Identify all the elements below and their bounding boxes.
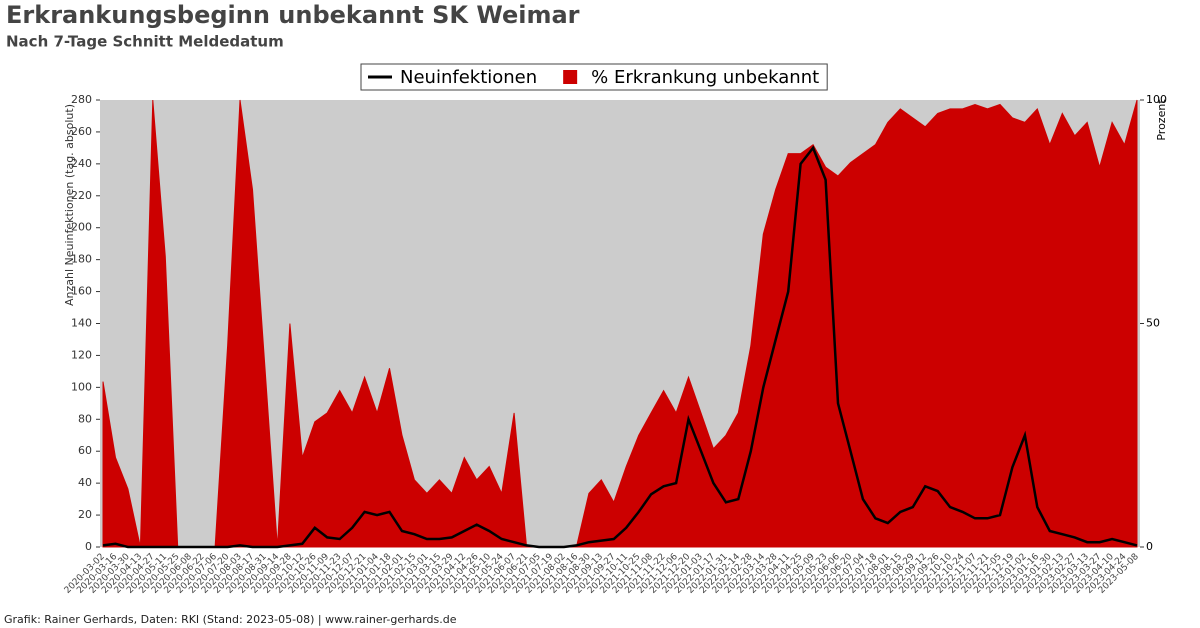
legend-box xyxy=(360,63,828,91)
y-tick-label: 180 xyxy=(71,253,92,266)
y-tick-label: 140 xyxy=(71,317,92,330)
y-tick-label: 260 xyxy=(71,125,92,138)
y-tick-label: 0 xyxy=(85,540,92,553)
chart-subtitle: Nach 7-Tage Schnitt Meldedatum xyxy=(6,33,284,51)
y-tick-label: 240 xyxy=(71,157,92,170)
legend-swatch xyxy=(563,70,578,84)
area xyxy=(102,99,1138,548)
y-axis-label: Anzahl Neuinfektionen (tag. absolut) xyxy=(63,104,76,306)
y2-tick-label: 0 xyxy=(1146,540,1153,553)
y-tick-label: 280 xyxy=(71,93,92,106)
footer: Grafik: Rainer Gerhards, Daten: RKI (Sta… xyxy=(4,613,457,626)
y-tick-label: 20 xyxy=(78,508,92,521)
y2-tick-label: 100 xyxy=(1146,93,1167,106)
y-tick-label: 80 xyxy=(78,412,92,425)
legend-label: Neuinfektionen xyxy=(400,67,537,88)
y-tick-label: 40 xyxy=(78,476,92,489)
y2-axis-label: Prozent xyxy=(1155,99,1168,141)
legend-label: % Erkrankung unbekannt xyxy=(591,67,819,88)
y-tick-label: 220 xyxy=(71,189,92,202)
y-tick-label: 60 xyxy=(78,444,92,457)
line xyxy=(102,145,1138,549)
y-tick-label: 160 xyxy=(71,285,92,298)
legend: Neuinfektionen % Erkrankung unbekannt xyxy=(360,63,828,91)
y-tick-label: 100 xyxy=(71,380,92,393)
chart-title: Erkrankungsbeginn unbekannt SK Weimar xyxy=(6,1,580,29)
y2-tick-label: 50 xyxy=(1146,317,1160,330)
y-tick-label: 200 xyxy=(71,221,92,234)
y-tick-label: 120 xyxy=(71,348,92,361)
